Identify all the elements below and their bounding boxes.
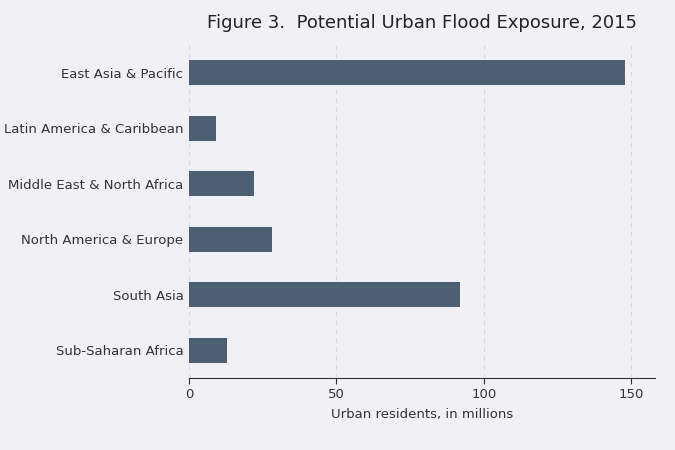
- Bar: [189, 338, 227, 363]
- Bar: [189, 282, 460, 307]
- Bar: [189, 227, 271, 252]
- Bar: [189, 116, 215, 141]
- Bar: [189, 171, 254, 196]
- Bar: [189, 60, 625, 85]
- Title: Figure 3.  Potential Urban Flood Exposure, 2015: Figure 3. Potential Urban Flood Exposure…: [207, 14, 637, 32]
- X-axis label: Urban residents, in millions: Urban residents, in millions: [331, 408, 513, 421]
